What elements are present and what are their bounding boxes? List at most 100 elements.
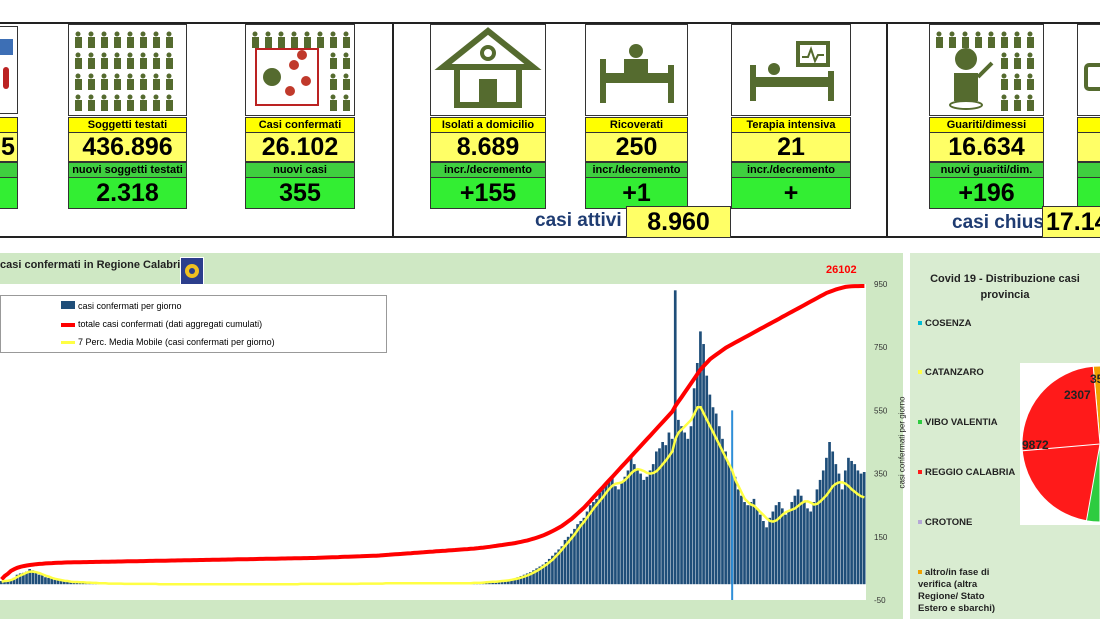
bar (639, 473, 642, 585)
bar (714, 413, 718, 585)
bar (579, 521, 583, 585)
summary-panel: 5 Soggetti testati 436.896 nuovi soggett… (0, 0, 1100, 240)
bar (582, 517, 586, 585)
bar (532, 570, 535, 585)
bar (683, 432, 687, 585)
bar (513, 578, 516, 585)
bar (560, 546, 564, 585)
bar (541, 564, 545, 585)
bar (610, 476, 614, 585)
bar (843, 470, 847, 585)
legend-item-bars: casi confermati per giorno (61, 301, 182, 311)
bar (733, 476, 737, 585)
bar (862, 472, 866, 585)
bar (620, 483, 624, 585)
bar (0, 581, 3, 585)
bar (538, 566, 542, 585)
bar (66, 581, 69, 585)
bar (632, 464, 636, 585)
bar (765, 527, 768, 585)
bar (617, 489, 620, 585)
bar (12, 577, 16, 585)
bar (595, 498, 598, 585)
tile-value: 250 (585, 132, 688, 162)
legend-crotone: CROTONE (918, 517, 972, 529)
pie-value-label: 35 (1090, 372, 1100, 386)
tile-inc-value: +155 (430, 177, 546, 209)
bar (544, 562, 548, 585)
bar (774, 505, 778, 585)
y-tick-label: 350 (874, 470, 888, 479)
legend-vibo: VIBO VALENTIA (918, 417, 998, 429)
bar (601, 489, 605, 585)
legend-label: CROTONE (925, 517, 973, 528)
pie-title: Covid 19 - Distribuzione casi provincia (930, 273, 1080, 301)
bar (69, 581, 72, 585)
bar (31, 570, 35, 585)
tile-inc-label: incr./decremento (585, 162, 688, 179)
bar (503, 580, 507, 585)
bar (535, 568, 539, 585)
tile-inc-value: +196 (929, 177, 1044, 209)
recovered-person-icon (929, 24, 1044, 116)
tile-value: 16.634 (929, 132, 1044, 162)
cross-icon (1077, 24, 1100, 116)
legend-label: casi confermati per giorno (78, 301, 182, 311)
legend-altro: altro/in fase di verifica (altra Regione… (918, 567, 1013, 615)
tile-value: 436.896 (68, 132, 187, 162)
bar (6, 581, 9, 585)
bar (658, 448, 661, 585)
bar (661, 442, 664, 585)
bar (522, 574, 526, 585)
bar (623, 476, 627, 585)
legend-label: altro/in fase di verifica (altra Regione… (918, 567, 996, 614)
bar (53, 579, 57, 585)
bar (47, 577, 50, 585)
legend-item-ma: 7 Perc. Media Mobile (casi confermati pe… (61, 337, 275, 347)
bar (859, 473, 863, 585)
casi-attivi-label: casi attivi (535, 210, 622, 231)
bar (740, 495, 743, 585)
divider-2 (886, 22, 888, 238)
chart-panel: casi confermati in Regione Calabria 950 7… (0, 253, 907, 619)
bar (815, 489, 819, 585)
bar (686, 438, 690, 585)
bar (573, 528, 576, 585)
bar (592, 502, 595, 585)
legend-item-total: totale casi confermati (dati aggregati c… (61, 319, 262, 329)
tile-value: 5 (0, 132, 18, 162)
bar (777, 502, 781, 585)
bar (850, 460, 853, 585)
tile-label: Soggetti testati (68, 117, 187, 134)
bar (689, 426, 693, 585)
bar (598, 492, 602, 585)
bar (642, 479, 646, 585)
legend-swatch (918, 470, 922, 475)
bar (22, 572, 25, 585)
bar (50, 578, 54, 585)
bar (803, 502, 806, 585)
bar (853, 464, 857, 585)
tile-inc-value (1077, 177, 1100, 209)
bar (569, 533, 573, 585)
bar (554, 552, 557, 585)
bar (828, 442, 831, 585)
bar (796, 489, 800, 585)
bar (749, 502, 753, 585)
bar (507, 579, 510, 585)
legend-swatch (918, 321, 922, 326)
bar (551, 555, 554, 585)
bar (529, 572, 532, 585)
bar (651, 464, 655, 585)
bar (516, 577, 520, 585)
pie-panel: Covid 19 - Distribuzione casi provincia … (910, 253, 1100, 619)
icu-icon (731, 24, 851, 116)
bar (670, 438, 674, 585)
chart-canvas: 950 750 550 350 150 -50 (0, 280, 888, 605)
people-icon (68, 24, 187, 116)
pie-chart-area: 9872 2307 35 (1020, 363, 1100, 525)
legend-label: VIBO VALENTIA (925, 417, 998, 428)
bar (793, 495, 797, 585)
bar (825, 457, 828, 585)
bar (692, 388, 696, 585)
